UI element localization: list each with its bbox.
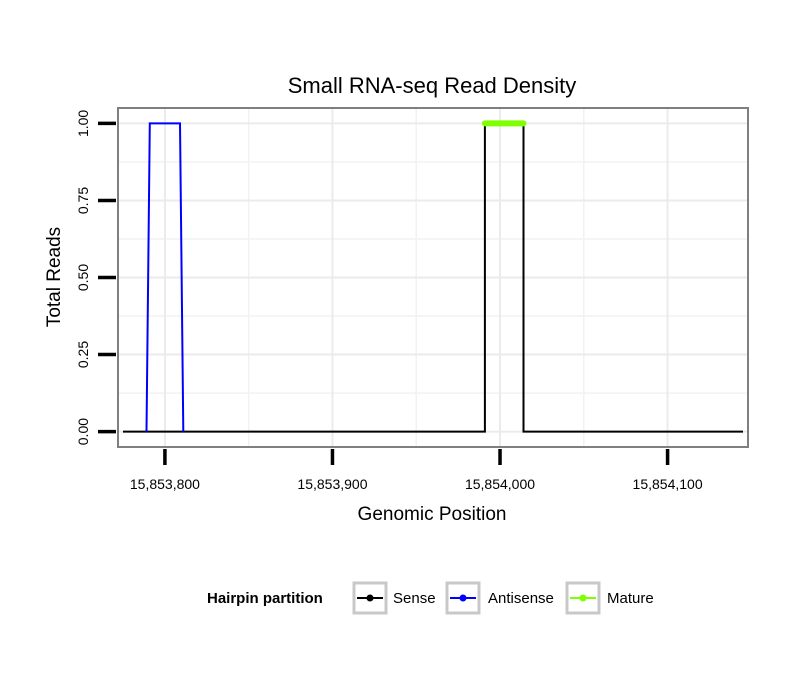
legend-key-point-antisense (459, 594, 467, 602)
x-axis: 15,853,800 15,853,900 15,854,000 15,854,100 (130, 449, 703, 492)
x-tick-label: 15,853,900 (297, 476, 367, 492)
y-tick-label: 0.00 (75, 418, 91, 445)
x-tick-label: 15,854,100 (633, 476, 703, 492)
y-axis: 0.00 0.25 0.50 0.75 1.00 (75, 110, 116, 445)
legend: Hairpin partition Sense Antisense Mature (207, 581, 654, 615)
y-axis-title: Total Reads (44, 227, 65, 327)
chart-title: Small RNA-seq Read Density (288, 73, 577, 98)
legend-label-sense: Sense (393, 590, 436, 607)
x-axis-title: Genomic Position (358, 504, 507, 525)
series-layer (123, 120, 743, 433)
legend-label-mature: Mature (607, 590, 654, 607)
legend-key-point-sense (366, 594, 374, 602)
series-line-antisense (145, 122, 185, 432)
y-tick-label: 0.25 (75, 341, 91, 368)
legend-label-antisense: Antisense (488, 590, 554, 607)
panel-grid (118, 108, 748, 447)
x-tick-label: 15,853,800 (130, 476, 200, 492)
y-tick-label: 1.00 (75, 110, 91, 137)
legend-key-point-mature (579, 594, 587, 602)
y-tick-label: 0.50 (75, 264, 91, 291)
panel-border (117, 107, 749, 448)
x-tick-label: 15,854,000 (465, 476, 535, 492)
y-tick-label: 0.75 (75, 187, 91, 214)
legend-title: Hairpin partition (207, 590, 323, 607)
